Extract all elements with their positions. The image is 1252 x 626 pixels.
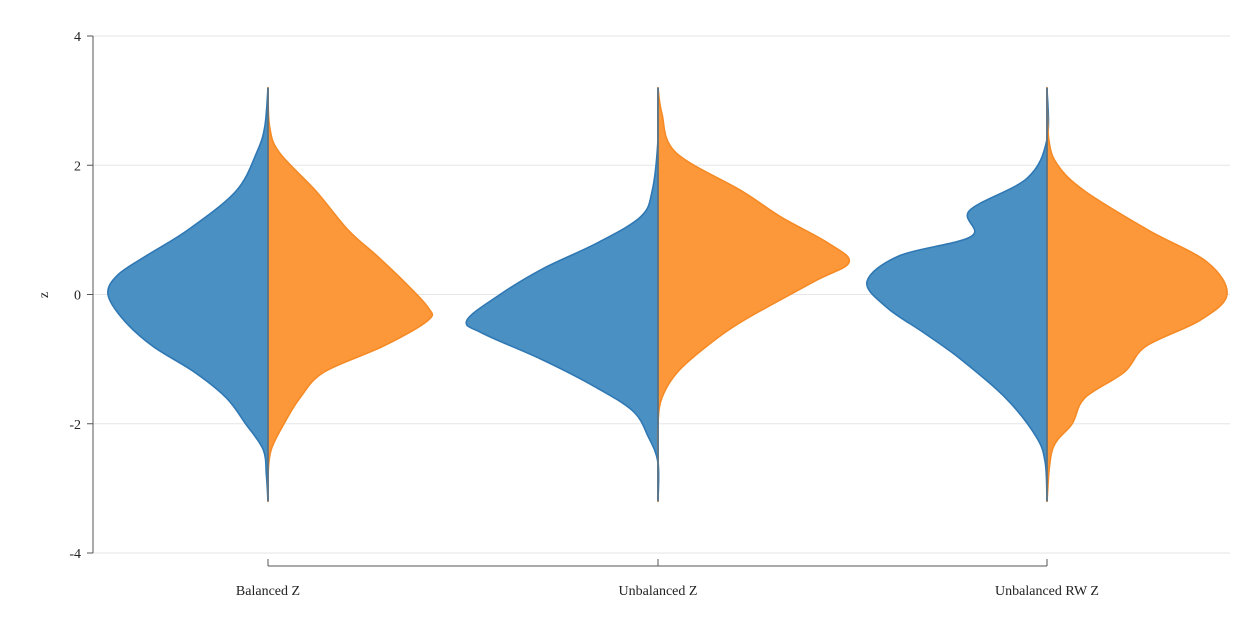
axis-layer: 4 2 0 -2 -4 Balanced Z Unbalanced Z Unbalanced … <box>69 30 1099 599</box>
violin-left-half <box>107 86 269 503</box>
x-tick-label: Unbalanced Z <box>619 584 698 599</box>
y-tick-label: 4 <box>74 30 81 45</box>
y-tick-label: -2 <box>69 418 81 433</box>
y-axis-title: z <box>37 292 52 298</box>
violin-left-half <box>866 86 1050 503</box>
violin-right-half <box>1046 86 1228 503</box>
x-tick-label: Balanced Z <box>236 584 300 599</box>
y-tick-label: -4 <box>69 547 81 562</box>
violin-right-half <box>266 86 434 503</box>
violin-layer <box>107 86 1228 503</box>
y-tick-label: 2 <box>74 159 81 174</box>
x-tick-label: Unbalanced RW Z <box>995 584 1099 599</box>
violin-left-half <box>465 86 660 503</box>
y-tick-label: 0 <box>74 289 81 304</box>
